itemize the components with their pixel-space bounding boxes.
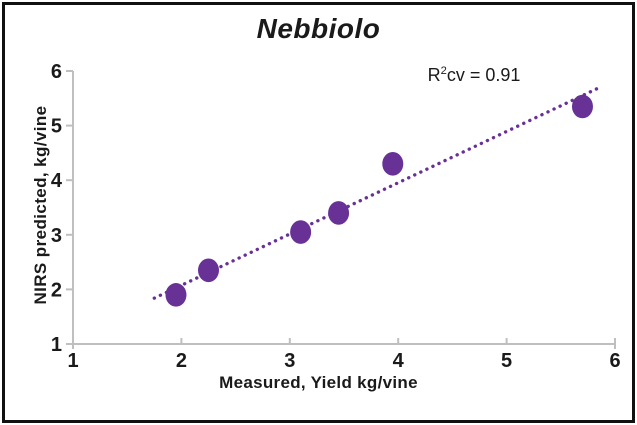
- data-point: [382, 152, 404, 176]
- r2cv-annotation: R2cv = 0.91: [389, 65, 559, 86]
- data-point: [198, 258, 219, 283]
- trendline-dotted: [152, 85, 603, 300]
- r2cv-base: R: [427, 65, 441, 85]
- x-tick-label: 4: [393, 350, 405, 372]
- x-axis-title: Measured, Yield kg/vine: [219, 373, 418, 392]
- scatter-plot-area: 1 2 3 4 5 6 1 2 3 4 5 6: [51, 61, 621, 372]
- y-tick-label: 2: [51, 279, 62, 301]
- r2cv-exponent: 2: [440, 65, 447, 77]
- y-tick-label: 3: [51, 225, 62, 247]
- data-point: [165, 283, 187, 307]
- chart-title: Nebbiolo: [256, 13, 381, 44]
- y-tick-label: 1: [51, 334, 62, 356]
- x-tick-label: 1: [67, 350, 78, 372]
- x-tick-label: 2: [176, 350, 187, 372]
- data-point: [571, 94, 593, 119]
- y-tick-label: 5: [51, 116, 62, 138]
- x-tick-label: 6: [609, 350, 620, 372]
- x-tick-label: 3: [284, 350, 295, 372]
- data-point: [290, 220, 312, 244]
- x-tick-label: 5: [501, 350, 512, 372]
- y-tick-label: 4: [51, 170, 63, 192]
- y-tick-label: 6: [51, 61, 62, 83]
- axis-lines: [72, 71, 615, 345]
- data-point: [328, 201, 350, 225]
- r2cv-value: cv = 0.91: [446, 65, 521, 85]
